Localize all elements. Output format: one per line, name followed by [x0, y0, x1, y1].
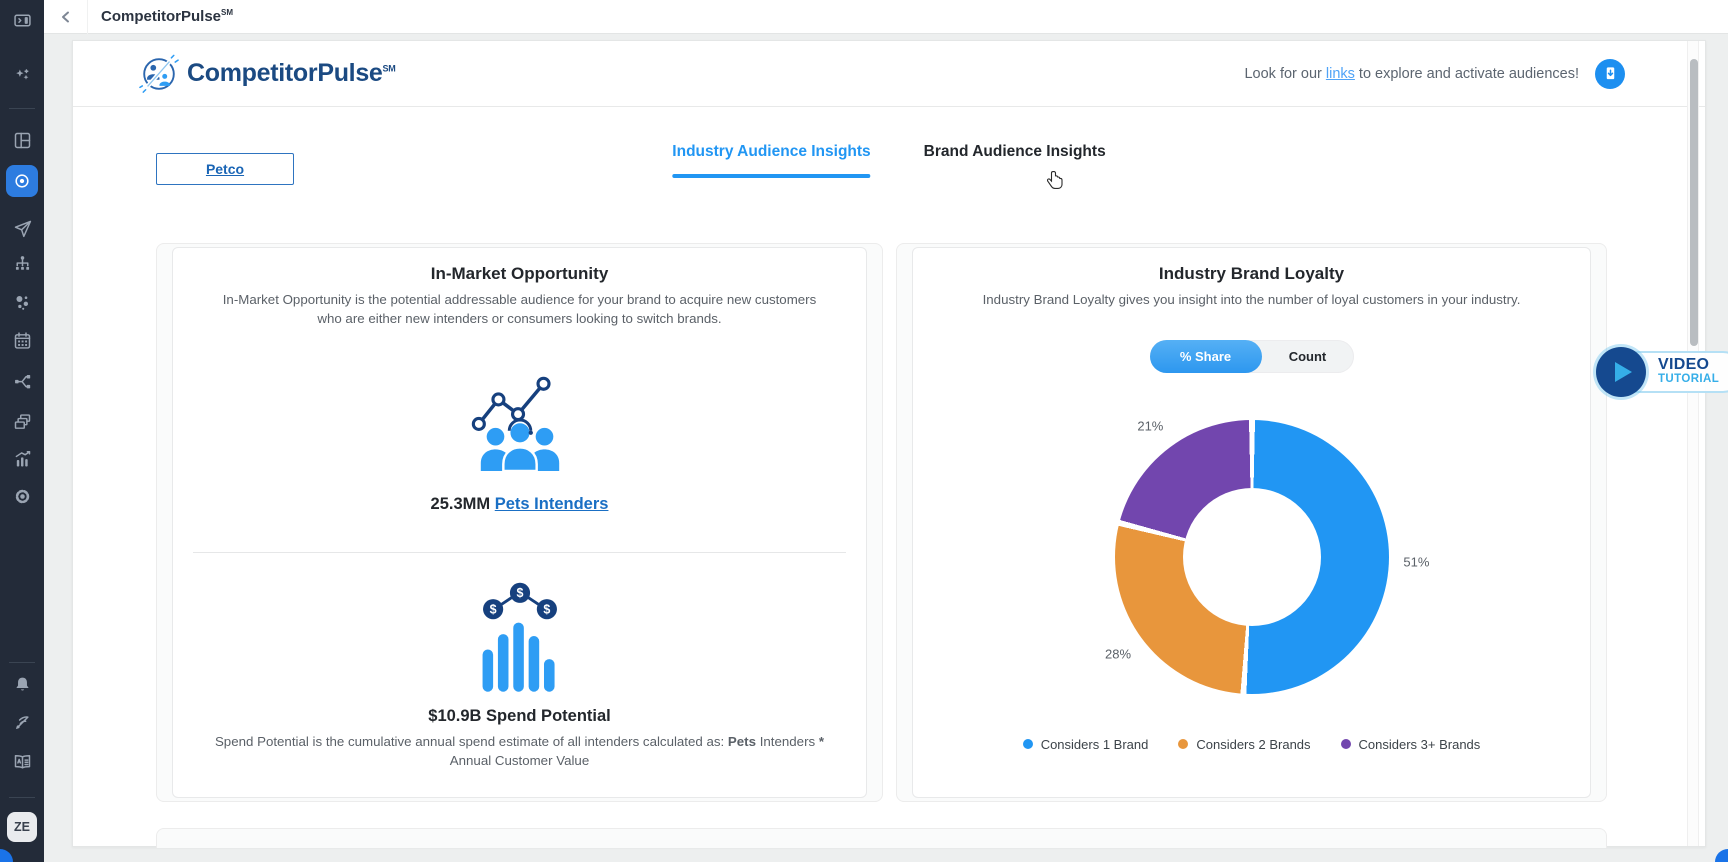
analytics-icon[interactable] [0, 443, 44, 475]
panel-toggle-icon[interactable] [0, 4, 44, 36]
page-title: CompetitorPulseSM [101, 8, 234, 25]
svg-text:$: $ [489, 602, 496, 616]
legend-item[interactable]: Considers 2 Brands [1178, 737, 1311, 752]
in-market-description: In-Market Opportunity is the potential a… [222, 292, 817, 326]
donut-slice-label: 28% [1104, 646, 1132, 662]
dashboard-icon[interactable] [0, 124, 44, 156]
spend-potential-description: Spend Potential is the cumulative annual… [214, 733, 825, 768]
hierarchy-icon[interactable] [0, 247, 44, 279]
send-icon[interactable] [0, 212, 44, 244]
download-report-button[interactable] [1595, 58, 1625, 89]
donut-chart[interactable] [1114, 419, 1389, 694]
links-link[interactable]: links [1325, 65, 1355, 82]
corner-accent [1715, 849, 1728, 862]
service-mark: SM [221, 8, 234, 17]
legend-dot-purple [1340, 739, 1351, 750]
panel-header: CompetitorPulseSM Look for our links to … [73, 41, 1705, 107]
svg-text:$: $ [543, 602, 550, 616]
target-icon-active[interactable] [6, 165, 38, 197]
bell-icon[interactable] [0, 668, 44, 700]
windows-icon[interactable] [0, 406, 44, 438]
competitorpulse-logo: CompetitorPulseSM [138, 53, 396, 95]
service-mark: SM [382, 63, 396, 74]
calendar-icon[interactable] [0, 324, 44, 356]
card-divider [193, 551, 846, 553]
in-market-card: In-Market Opportunity In-Market Opportun… [172, 247, 867, 798]
svg-text:$: $ [516, 586, 523, 600]
legend-item[interactable]: Considers 3+ Brands [1340, 737, 1480, 752]
spend-potential-icon: $ $ $ [482, 582, 557, 692]
page-background: CompetitorPulseSM Look for our links to … [44, 34, 1728, 862]
next-section-partial [156, 828, 1607, 848]
workflow-icon[interactable] [0, 365, 44, 397]
top-bar: CompetitorPulseSM [44, 0, 1728, 34]
legend-item[interactable]: Considers 1 Brand [1022, 737, 1148, 752]
sparkles-icon[interactable] [0, 60, 44, 92]
logo-wordmark: CompetitorPulseSM [187, 59, 396, 87]
main-panel: CompetitorPulseSM Look for our links to … [72, 40, 1706, 848]
sidebar-divider [9, 662, 35, 663]
donut-slice-label: 21% [1137, 418, 1164, 434]
pets-intenders-link[interactable]: Pets Intenders [494, 494, 609, 513]
brand-selector-button[interactable]: Petco [156, 153, 294, 185]
app-sidebar: ZE [0, 0, 44, 862]
audience-people-icon [471, 376, 559, 472]
header-note: Look for our links to explore and activa… [1244, 65, 1579, 82]
chevron-left-icon [61, 11, 69, 22]
chart-legend: Considers 1 Brand Considers 2 Brands Con… [913, 737, 1590, 752]
legend-dot-orange [1178, 739, 1189, 750]
in-market-section: In-Market Opportunity In-Market Opportun… [156, 243, 883, 802]
user-avatar[interactable]: ZE [7, 812, 37, 842]
toggle-option-share[interactable]: % Share [1149, 339, 1262, 373]
brand-loyalty-section: Industry Brand Loyalty Industry Brand Lo… [896, 243, 1607, 802]
legend-dot-blue [1022, 739, 1033, 750]
brand-loyalty-title: Industry Brand Loyalty [1158, 264, 1345, 283]
in-market-title: In-Market Opportunity [430, 264, 609, 283]
donut-wrapper: 51% 28% 21% [1022, 407, 1482, 707]
video-tutorial-pill: VIDEO TUTORIAL [1618, 351, 1728, 393]
play-icon[interactable] [1596, 347, 1646, 397]
donut-slice-label: 51% [1403, 554, 1430, 570]
gear-icon[interactable] [0, 480, 44, 512]
scrollbar-track[interactable] [1687, 41, 1699, 846]
segments-icon[interactable] [0, 286, 44, 318]
brand-loyalty-description: Industry Brand Loyalty gives you insight… [982, 292, 1521, 307]
tab-industry-audience-insights[interactable]: Industry Audience Insights [655, 143, 887, 178]
insights-tabs: Industry Audience Insights Brand Audienc… [655, 143, 1122, 178]
brand-loyalty-card: Industry Brand Loyalty Industry Brand Lo… [912, 247, 1591, 798]
mouse-cursor [1046, 170, 1065, 197]
document-download-icon [1606, 67, 1614, 80]
book-icon[interactable] [0, 745, 44, 777]
competitorpulse-logo-icon [139, 54, 179, 93]
share-count-toggle: % Share Count [1149, 339, 1354, 373]
intenders-value-line: 25.3MM Pets Intenders [430, 494, 609, 513]
back-button[interactable] [44, 0, 88, 34]
spend-potential-value: $10.9B Spend Potential [428, 706, 611, 725]
sidebar-divider [9, 108, 35, 109]
active-tab-underline [672, 174, 871, 178]
tab-brand-audience-insights[interactable]: Brand Audience Insights [923, 143, 1106, 160]
toggle-option-count[interactable]: Count [1288, 348, 1327, 364]
scrollbar-thumb[interactable] [1690, 59, 1698, 346]
signal-icon[interactable] [0, 706, 44, 738]
sidebar-divider [9, 797, 35, 798]
